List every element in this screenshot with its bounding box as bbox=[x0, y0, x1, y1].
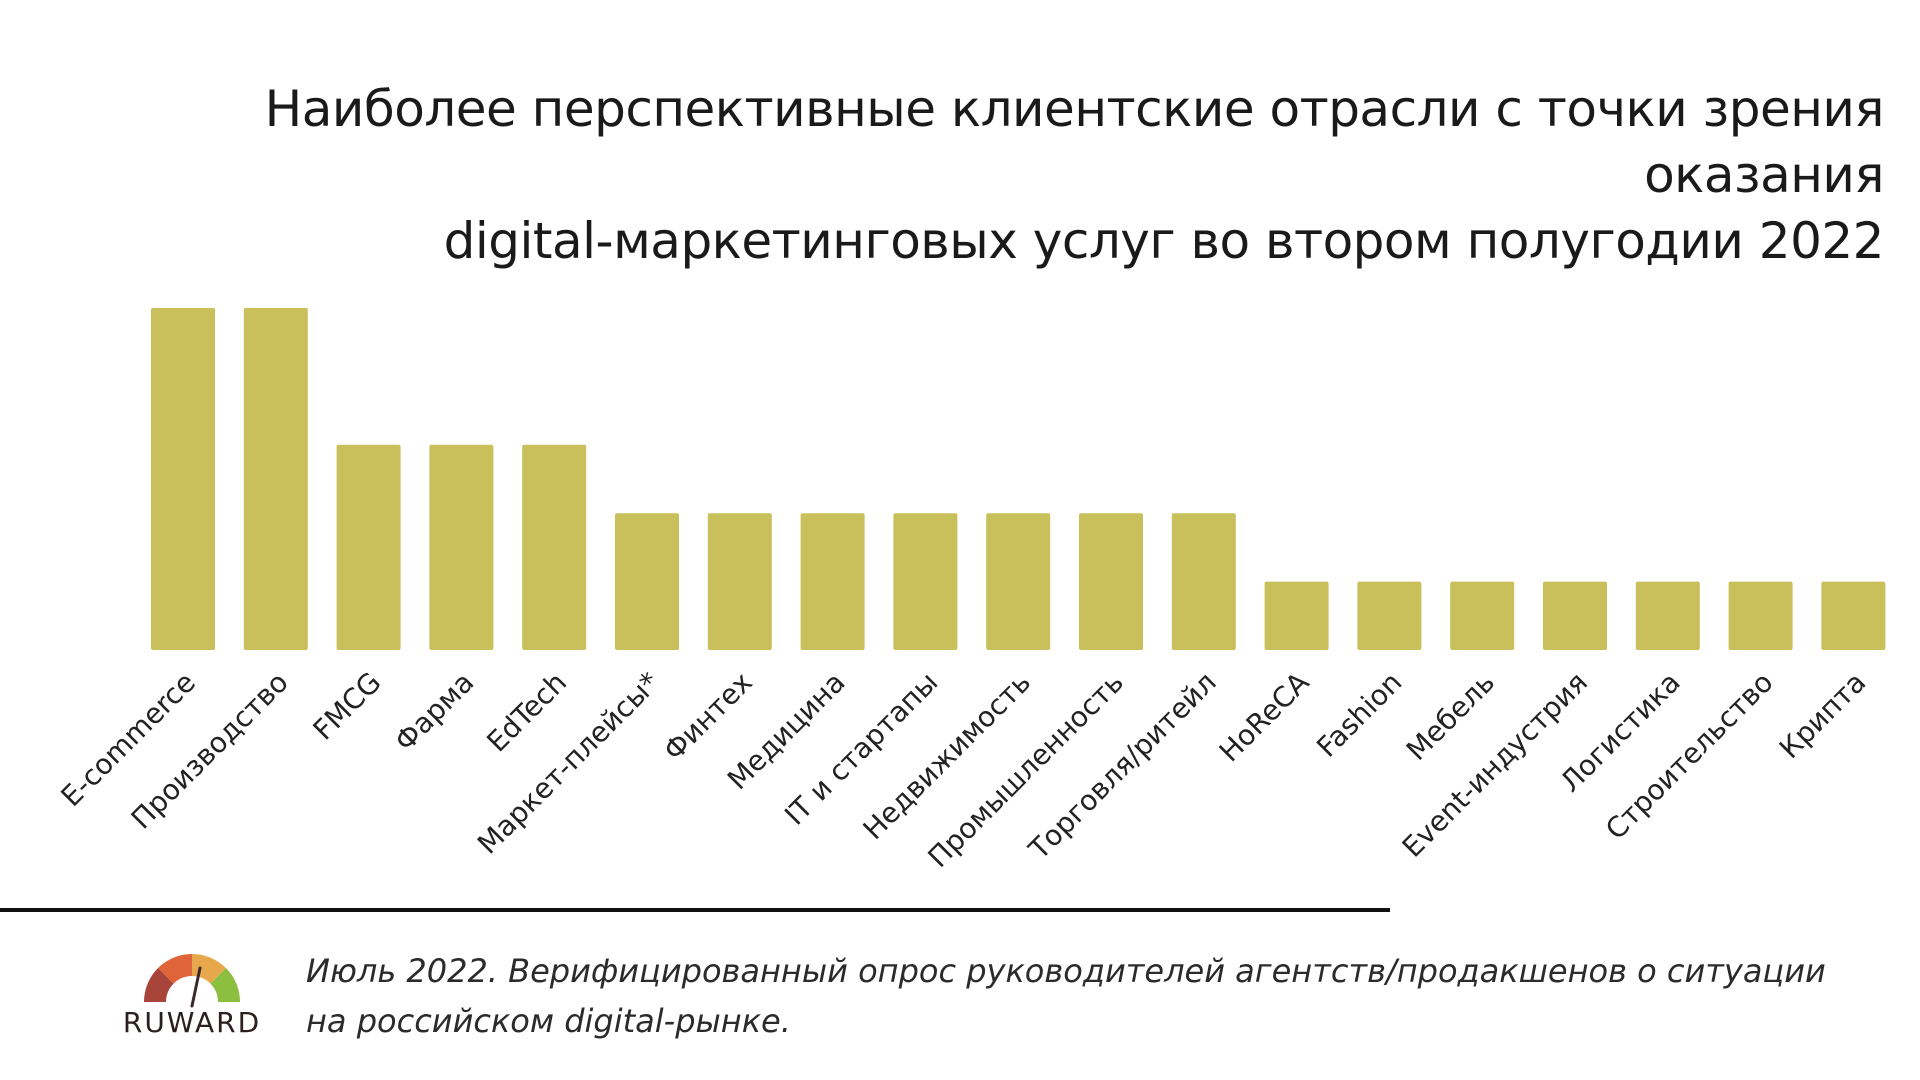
x-tick-label: Крипта bbox=[1773, 666, 1872, 765]
chart-title: Наиболее перспективные клиентские отрасл… bbox=[44, 76, 1885, 274]
ruward-logo: RUWARD bbox=[112, 942, 272, 1042]
footnote: Июль 2022. Верифицированный опрос руково… bbox=[306, 946, 1886, 1046]
bar-7 bbox=[707, 513, 772, 650]
x-tick-label: Маркет-плейсы* bbox=[471, 666, 666, 861]
gauge-segment bbox=[158, 954, 192, 984]
x-tick-label: HoReCA bbox=[1213, 666, 1316, 769]
bar-14 bbox=[1357, 581, 1422, 650]
bar-10 bbox=[986, 513, 1051, 650]
bar-9 bbox=[893, 513, 958, 650]
x-tick-label: Недвижимость bbox=[857, 666, 1037, 846]
bar-16 bbox=[1543, 581, 1607, 650]
bar-15 bbox=[1450, 581, 1515, 650]
bar-5 bbox=[522, 444, 587, 650]
bar-1 bbox=[151, 308, 215, 650]
bar-11 bbox=[1079, 513, 1143, 650]
gauge-segment bbox=[144, 968, 174, 1002]
bar-13 bbox=[1264, 581, 1329, 650]
x-tick-label: Производство bbox=[125, 666, 295, 836]
bar-8 bbox=[800, 513, 865, 650]
bar-2 bbox=[243, 308, 308, 650]
gauge-segment bbox=[192, 954, 226, 984]
logo-text: RUWARD bbox=[122, 1006, 262, 1039]
bar-6 bbox=[615, 513, 679, 650]
chart-title-line2: digital-маркетинговых услуг во втором по… bbox=[443, 212, 1885, 270]
chart-title-line1: Наиболее перспективные клиентские отрасл… bbox=[264, 80, 1885, 204]
bar-12 bbox=[1171, 513, 1236, 650]
bar-3 bbox=[336, 444, 401, 650]
divider bbox=[0, 908, 1390, 912]
footnote-line1: Июль 2022. Верифицированный опрос руково… bbox=[306, 952, 1826, 990]
x-tick-label: EdTech bbox=[480, 666, 573, 759]
gauge-icon bbox=[144, 954, 240, 1008]
bar-17 bbox=[1635, 581, 1700, 650]
footnote-line2: на российском digital-рынке. bbox=[306, 1002, 791, 1040]
x-tick-label: Fashion bbox=[1310, 666, 1408, 764]
gauge-segment bbox=[210, 968, 240, 1002]
gauge-needle bbox=[190, 966, 202, 1008]
x-tick-label: FMCG bbox=[307, 666, 388, 747]
bar-19 bbox=[1821, 581, 1886, 650]
bar-18 bbox=[1728, 581, 1793, 650]
x-tick-label: Строительство bbox=[1599, 666, 1779, 846]
x-tick-label: Фарма bbox=[388, 666, 480, 758]
bar-4 bbox=[429, 444, 494, 650]
